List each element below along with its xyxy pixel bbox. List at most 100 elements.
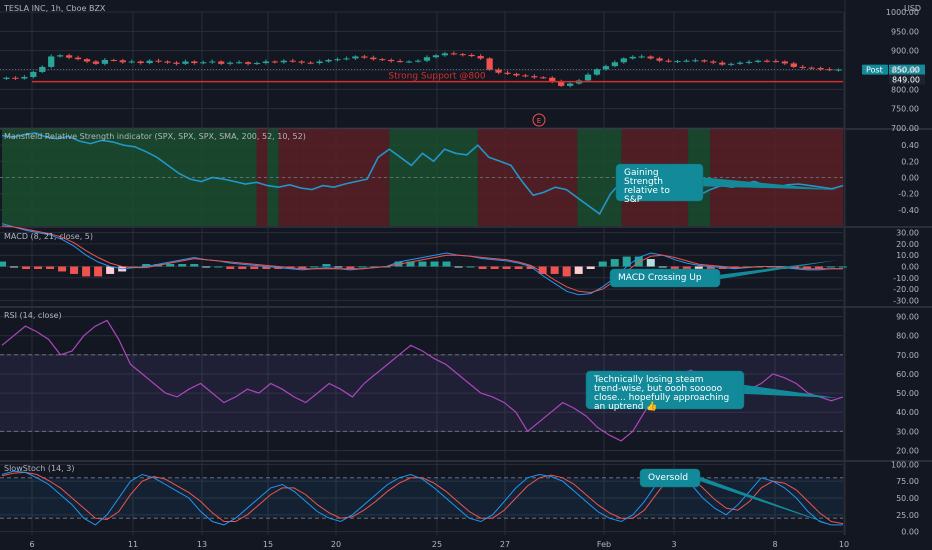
value-tick-label: 0.00: [901, 528, 919, 537]
macd-histogram-bar: [526, 266, 535, 269]
macd-histogram-bar: [418, 261, 427, 267]
value-tick-label: 700.00: [891, 124, 919, 133]
macd-histogram-bar: [58, 266, 67, 272]
value-tick-label: 10.00: [896, 251, 919, 260]
macd-histogram-bar: [574, 266, 583, 274]
candle-body: [772, 61, 780, 63]
post-price-bg: [889, 64, 925, 75]
candle-body: [110, 59, 117, 61]
earnings-marker: [532, 113, 546, 127]
value-tick-label: 50.00: [896, 494, 919, 503]
value-tick-label: -0.20: [898, 190, 919, 199]
value-tick-label: -10.00: [893, 274, 919, 283]
macd-histogram-bar: [742, 266, 751, 268]
macd-histogram-bar: [358, 266, 367, 268]
macd-histogram-bar: [94, 266, 103, 277]
candle-body: [692, 60, 699, 62]
macd-histogram-bar: [202, 266, 211, 268]
macd-histogram-bar: [586, 266, 595, 269]
candle-body: [414, 60, 422, 62]
time-tick-label: 15: [263, 540, 273, 549]
candle-body: [719, 62, 726, 65]
candle-body: [352, 56, 359, 59]
macd-histogram-bar: [10, 266, 19, 268]
strength-callout-text: relative to: [624, 186, 670, 196]
time-tick-label: 3: [671, 540, 676, 549]
candle-body: [74, 57, 82, 60]
macd-histogram-bar: [214, 266, 223, 268]
macd-histogram-bar: [814, 266, 823, 269]
rsi-callout-box: [585, 370, 745, 410]
value-tick-label: 50.00: [896, 389, 919, 398]
candle-body: [146, 60, 153, 64]
macd-histogram-bar: [22, 266, 31, 269]
time-tick-label: 11: [128, 540, 138, 549]
time-tick-label: 6: [29, 540, 34, 549]
macd-histogram-bar: [538, 266, 547, 274]
oversold-callout-box: [639, 468, 701, 488]
candle-body: [495, 69, 502, 73]
candle-body: [128, 61, 135, 63]
rsi-callout-text: trend-wise, but oooh sooooo: [594, 384, 723, 394]
price-value2-bg: [889, 74, 925, 85]
candle-body: [728, 63, 735, 65]
oversold-callout-text: Oversold: [648, 473, 688, 483]
candle-body: [593, 69, 601, 75]
rsi-callout-text: close... hopefully approaching: [594, 393, 729, 403]
macd-histogram-bar: [70, 266, 79, 274]
candle-body: [405, 61, 413, 63]
candle-body: [379, 59, 386, 61]
macd-histogram-bar: [226, 266, 235, 269]
strength-callout-text: S&P: [624, 195, 643, 205]
candle-body: [602, 66, 610, 70]
candle-body: [665, 60, 672, 62]
macd-histogram-bar: [166, 264, 175, 267]
candle-body: [57, 55, 64, 57]
time-tick-label: 27: [500, 540, 510, 549]
candle-body: [92, 61, 100, 64]
macd-histogram-bar: [658, 266, 667, 268]
candle-body: [531, 76, 538, 78]
candle-body: [30, 71, 37, 77]
candle-body: [826, 69, 833, 71]
candle-body: [808, 67, 815, 69]
macd-histogram-bar: [598, 261, 607, 267]
macd-callout-box: [609, 268, 721, 288]
candle-body: [790, 63, 797, 67]
price-axis[interactable]: 1000.00 950.00 900.00 850.00 800.00 750.00 700…: [886, 8, 919, 537]
macd-histogram-bar: [106, 266, 115, 274]
candle-body: [280, 60, 287, 63]
macd-histogram-bar: [562, 266, 571, 277]
macd-histogram-bar: [839, 266, 847, 268]
macd-histogram-bar: [706, 266, 715, 269]
candle-body: [486, 58, 493, 70]
candle-body: [325, 59, 332, 62]
time-axis[interactable]: 6 11 13 15 20 25 27 Feb 3 8 10: [29, 540, 849, 549]
value-tick-label: -0.40: [898, 206, 919, 215]
value-tick-label: 80.00: [896, 332, 919, 341]
candle-body: [227, 62, 234, 64]
macd-title: MACD (8, 21, close, 5): [4, 232, 93, 241]
stoch-d-line: [1, 471, 844, 525]
macd-histogram-bar: [550, 266, 559, 274]
macd-histogram-bar: [406, 261, 415, 267]
macd-histogram-bar: [502, 266, 511, 269]
macd-histogram-bar: [826, 266, 835, 268]
value-tick-label: 0.40: [901, 141, 919, 150]
macd-histogram-bar: [334, 266, 343, 268]
value-tick-label: 900.00: [891, 47, 919, 56]
macd-histogram-bar: [442, 261, 451, 267]
candle-body: [549, 77, 556, 82]
macd-histogram-bar: [262, 266, 271, 269]
time-tick-label: 8: [772, 540, 777, 549]
value-tick-label: 40.00: [896, 408, 919, 417]
candle-body: [21, 76, 28, 79]
candle-body: [566, 83, 574, 86]
value-tick-label: 30.00: [896, 427, 919, 436]
currency-label[interactable]: USD: [904, 4, 921, 13]
value-tick-label: 0.00: [901, 174, 919, 183]
macd-histogram-bar: [478, 266, 487, 269]
candle-body: [209, 61, 216, 63]
